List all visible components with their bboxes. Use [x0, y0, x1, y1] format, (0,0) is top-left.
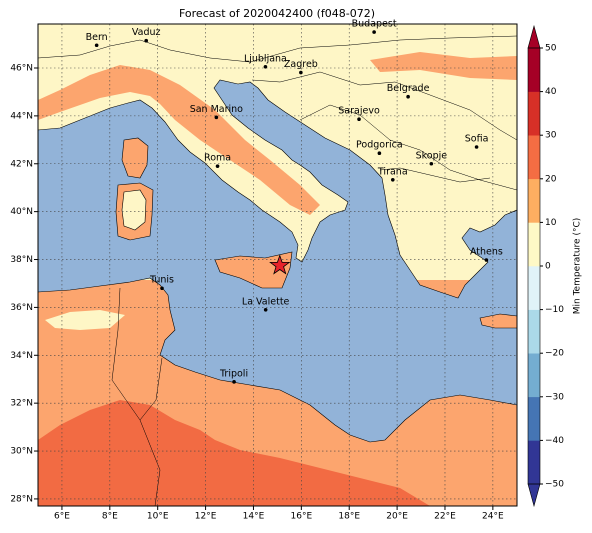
city-dot: [263, 307, 268, 312]
colorbar-tick-label: −10: [545, 305, 564, 315]
city-label: Tunis: [149, 275, 174, 286]
city-dot: [215, 164, 220, 168]
colorbar-tick-label: 20: [545, 174, 557, 184]
x-tick-label: 10°E: [147, 512, 169, 522]
city-label: Athens: [470, 246, 503, 257]
city-label: Vaduz: [132, 27, 161, 38]
colorbar-tick-label: 40: [545, 87, 557, 97]
colorbar-segment: [528, 266, 540, 310]
border: [299, 104, 517, 191]
city-dot: [299, 70, 303, 75]
y-tick-label: 34°N: [10, 351, 33, 361]
colorbar-tick-label: −50: [545, 480, 564, 490]
y-tick-label: 44°N: [10, 111, 33, 121]
x-tick-label: 20°E: [386, 512, 408, 522]
border: [251, 71, 517, 141]
map-frame: [37, 23, 518, 507]
city-dot: [390, 177, 395, 182]
city-label: Podgorica: [356, 140, 403, 151]
x-tick-label: 24°E: [482, 512, 504, 522]
sicily: [214, 251, 293, 289]
city-label: Budapest: [352, 19, 397, 30]
city-dot: [406, 94, 410, 99]
x-tick-label: 14°E: [243, 512, 265, 522]
sardinia-inland: [121, 189, 147, 231]
colorbar-extend: [527, 24, 541, 49]
border: [139, 357, 163, 421]
cool-region: [45, 310, 125, 330]
border: [379, 167, 491, 183]
city-label: Sofia: [465, 134, 489, 145]
x-tick-label: 18°E: [338, 512, 360, 522]
y-tick-label: 30°N: [10, 447, 33, 457]
colorbar-segment: [528, 353, 540, 398]
y-tick-label: 36°N: [10, 303, 33, 313]
colorbar-tick-label: 30: [545, 131, 557, 141]
city-dot: [263, 65, 268, 69]
colorbar-segment: [528, 178, 540, 223]
city-label: La Valette: [242, 296, 290, 307]
city-dot: [377, 151, 382, 156]
border: [111, 287, 161, 506]
warm-band: [370, 52, 517, 80]
y-tick-label: 40°N: [10, 207, 33, 217]
colorbar-segment: [528, 440, 540, 485]
city-label: Sarajevo: [338, 106, 380, 117]
x-tick-label: 22°E: [434, 512, 456, 522]
city-dot: [484, 258, 489, 262]
city-label: Tirana: [377, 166, 408, 177]
colorbar-segment: [528, 135, 540, 180]
colorbar-segment: [528, 222, 540, 267]
colorbar-tick-label: 0: [545, 262, 551, 272]
city-dot: [372, 30, 376, 34]
corsica: [121, 137, 149, 179]
city-dot: [214, 115, 219, 120]
x-tick-label: 8°E: [102, 512, 118, 522]
x-tick-label: 12°E: [195, 512, 217, 522]
colorbar-segment: [528, 309, 540, 354]
city-dot: [160, 286, 164, 291]
event-star: [269, 254, 291, 275]
colorbar-label: Min Temperature (°C): [573, 218, 583, 315]
x-tick-label: 6°E: [54, 512, 70, 522]
city-label: Ljubljana: [244, 53, 287, 64]
colorbar-segment: [528, 396, 540, 441]
city-label: Belgrade: [387, 83, 430, 94]
city-label: Skopje: [416, 150, 448, 161]
title: Forecast of 2020042400 (f048-072): [179, 7, 375, 20]
city-dot: [357, 117, 361, 122]
city-dot: [144, 38, 149, 43]
colorbar-extend: [527, 483, 541, 508]
y-tick-label: 46°N: [10, 64, 33, 74]
colorbar-tick-label: −40: [545, 436, 564, 446]
border: [38, 35, 517, 63]
city-dot: [429, 161, 434, 166]
warm-coast: [38, 65, 320, 215]
colorbar-tick-label: 10: [545, 218, 557, 228]
x-tick-label: 16°E: [291, 512, 313, 522]
colorbar-segment: [528, 91, 540, 136]
colorbar-tick-label: −20: [545, 349, 564, 359]
y-tick-label: 42°N: [10, 159, 33, 169]
colorbar-segment: [528, 48, 540, 92]
y-tick-label: 38°N: [10, 255, 33, 265]
colorbar-tick-label: 50: [545, 44, 557, 54]
city-label: Bern: [86, 32, 108, 43]
y-tick-label: 32°N: [10, 399, 33, 409]
y-tick-label: 28°N: [10, 494, 33, 504]
city-label: Tripoli: [219, 368, 248, 379]
city-dot: [232, 380, 236, 384]
colorbar-tick-label: −30: [545, 392, 564, 402]
city-label: Zagreb: [284, 59, 318, 70]
city-dot: [94, 43, 99, 48]
city-label: San Marino: [190, 104, 243, 115]
city-label: Roma: [204, 153, 231, 164]
crete: [479, 313, 517, 329]
warm-region: [38, 400, 430, 506]
city-dot: [474, 145, 479, 149]
